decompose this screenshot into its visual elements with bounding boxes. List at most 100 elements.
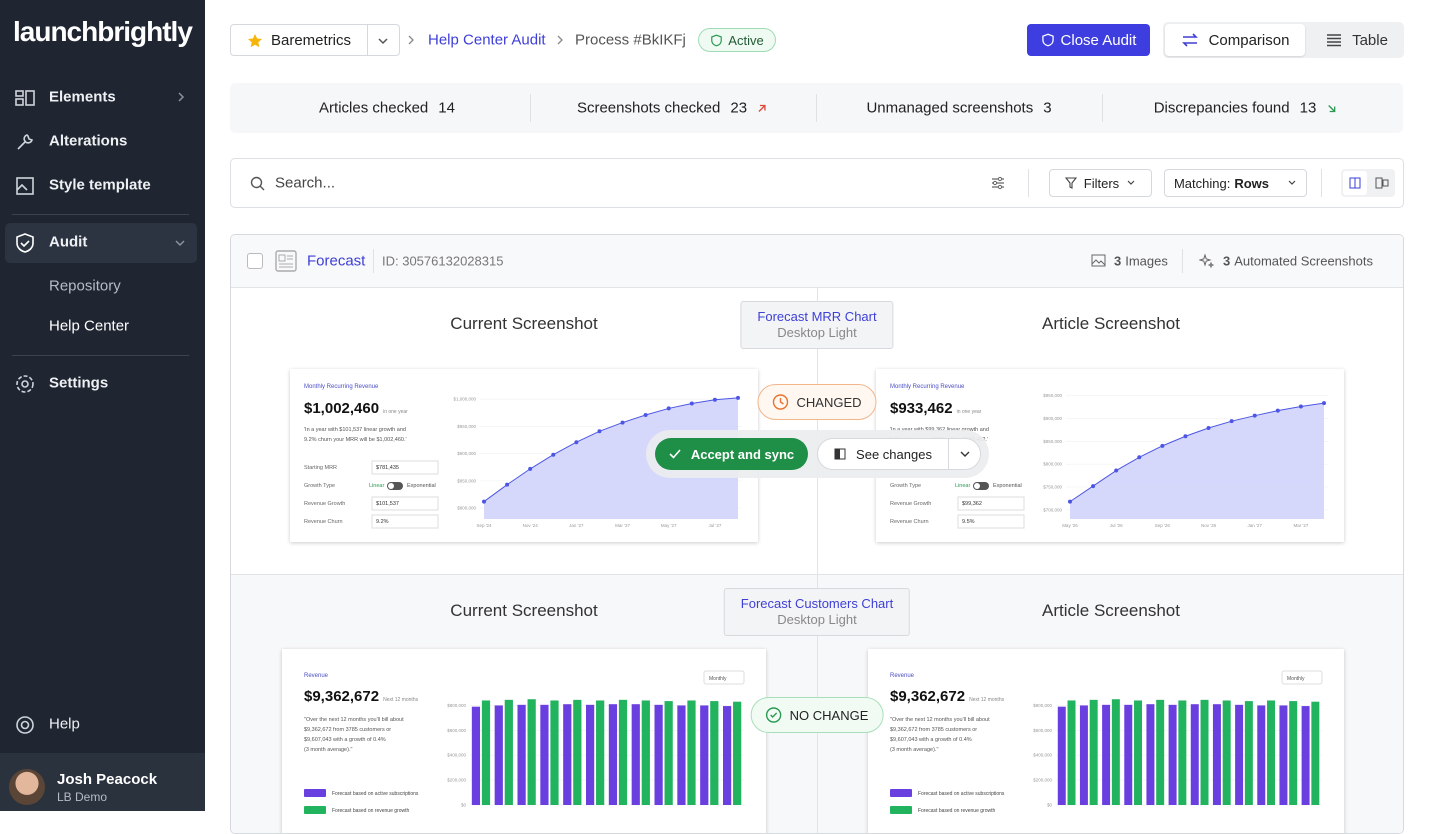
mini-bar [504, 699, 513, 805]
workspace-select[interactable]: Baremetrics [230, 24, 400, 56]
screenshot-title[interactable]: Forecast Customers Chart [740, 596, 894, 611]
view-option[interactable]: Table [1313, 24, 1401, 56]
mini-heading: Revenue [890, 673, 915, 679]
user-org: LB Demo [57, 790, 108, 804]
swap-icon [1181, 33, 1198, 47]
mini-bar [563, 704, 572, 805]
help-icon [16, 716, 34, 734]
divider [367, 25, 368, 55]
mini-heading: Monthly Recurring Revenue [890, 384, 965, 390]
mini-bar [641, 700, 650, 805]
mini-x-tick-label: Jul '27 [708, 523, 721, 528]
mini-point [1275, 408, 1280, 413]
nav-item[interactable]: Audit [49, 233, 88, 251]
mini-dropdown [1281, 670, 1323, 685]
mini-legend-label: Forecast based on active subscriptions [918, 791, 1005, 797]
screenshot-article: Monthly Recurring Revenue $933,462 in one … [876, 369, 1344, 542]
icon-glyph [779, 398, 784, 405]
mini-field-label: Growth Type [890, 483, 921, 489]
view-option[interactable]: Comparison [1165, 24, 1305, 56]
separator [12, 214, 189, 215]
layout-toggle [1341, 169, 1395, 197]
divider [1102, 94, 1103, 122]
mini-y-tick-label: $850,000 [457, 478, 476, 483]
close-audit-button[interactable]: Close Audit [1027, 24, 1150, 56]
checkbox[interactable] [247, 253, 263, 269]
button-label: Close Audit [1060, 31, 1137, 49]
matching-value: Rows [1234, 175, 1270, 191]
mini-chart: Monthly Recurring Revenue $1,002,460 in on… [304, 384, 742, 529]
mini-bar [1178, 700, 1187, 805]
mini-bar [471, 706, 481, 805]
comparison-rows: Current Screenshot Article Screenshot Fore… [231, 288, 1403, 833]
mini-y-tick-label: $950,000 [457, 424, 476, 429]
divider [1028, 169, 1029, 197]
layout-icon[interactable] [1375, 177, 1389, 189]
mini-bar [700, 705, 709, 805]
mini-bar [664, 701, 673, 805]
see-changes-button[interactable]: See changes [817, 438, 949, 470]
nav-item[interactable]: Alterations [49, 132, 128, 150]
mini-bar [1222, 700, 1231, 805]
automated-count: 3 Automated Screenshots [1223, 254, 1373, 269]
filters-button[interactable]: Filters [1049, 169, 1152, 197]
mini-field-label: Revenue Churn [890, 519, 929, 525]
mini-field-box [371, 496, 439, 511]
mini-bar [1134, 700, 1143, 805]
mini-bar [573, 699, 582, 805]
toolbar: Search... Filters Matching: Rows [230, 158, 1404, 208]
status-icon [765, 707, 782, 723]
mini-note: (3 month average)." [304, 747, 352, 753]
mini-legend-swatch [890, 789, 912, 797]
sub-nav-item[interactable]: Repository [49, 277, 121, 295]
settings-icon[interactable] [991, 176, 1005, 190]
status-pill: Active [698, 28, 776, 52]
sub-nav-item[interactable]: Help Center [49, 317, 130, 335]
view-label: Table [1352, 31, 1388, 49]
nav-item[interactable]: Settings [49, 374, 109, 392]
mini-dropdown-label: Monthly [1287, 676, 1305, 682]
breadcrumb-current: Process #BkIKFj [575, 31, 686, 49]
logo[interactable]: launchbrightly [13, 16, 193, 47]
accept-button[interactable]: Accept and sync [655, 438, 808, 470]
mini-legend-swatch [304, 806, 326, 814]
screenshot-name: Forecast MRR Chart Desktop Light [740, 301, 894, 349]
filter-icon [1064, 177, 1077, 189]
mini-bar [710, 701, 719, 805]
mini-y-tick-label: $900,000 [457, 451, 476, 456]
more-button[interactable] [948, 438, 981, 470]
user-bar[interactable]: Josh Peacock LB Demo [0, 753, 205, 811]
mini-point [574, 440, 579, 445]
mini-legend-swatch [304, 789, 326, 797]
avatar [9, 769, 45, 805]
breadcrumb-link[interactable]: Help Center Audit [428, 31, 546, 49]
mini-value-note: Next 12 months [969, 697, 1005, 703]
matching-select[interactable]: Matching: Rows [1164, 169, 1307, 197]
stat-value: 3 [1043, 99, 1052, 117]
active-nav-bg [5, 223, 197, 263]
mini-bar [677, 705, 686, 805]
user-name: Josh Peacock [57, 771, 158, 788]
mini-field-value: 9.5% [962, 519, 975, 525]
search-input[interactable]: Search... [275, 174, 336, 192]
nav-item[interactable]: Elements [49, 88, 116, 106]
mini-legend-label: Forecast based on revenue growth [918, 808, 995, 814]
mini-x-tick-label: Jul '26 [1110, 523, 1123, 528]
mini-y-tick-label: $1,000,000 [453, 397, 476, 402]
audit-icon [16, 233, 34, 253]
nav-item[interactable]: Style template [49, 176, 151, 194]
chevron [178, 92, 185, 102]
mini-note: $9,607,043 with a growth of 0.4% [890, 737, 972, 743]
stat-label: Screenshots checked [576, 99, 721, 117]
mini-dropdown-label: Monthly [709, 676, 727, 682]
mini-x-tick-label: Mar '27 [615, 523, 630, 528]
mini-chart: Revenue Monthly $9,362,672 Next 12 months "O… [890, 670, 1323, 814]
article-header: Forecast ID: 30576132028315 3 Images 3 Aut… [231, 235, 1403, 288]
article-title[interactable]: Forecast [307, 252, 366, 270]
mini-bar [1067, 700, 1076, 805]
help-link[interactable]: Help [49, 715, 80, 733]
mini-x-tick-label: Jan '27 [1248, 523, 1263, 528]
column-title: Current Screenshot [450, 314, 598, 333]
screenshot-title[interactable]: Forecast MRR Chart [757, 309, 877, 324]
mini-bar [540, 704, 549, 805]
